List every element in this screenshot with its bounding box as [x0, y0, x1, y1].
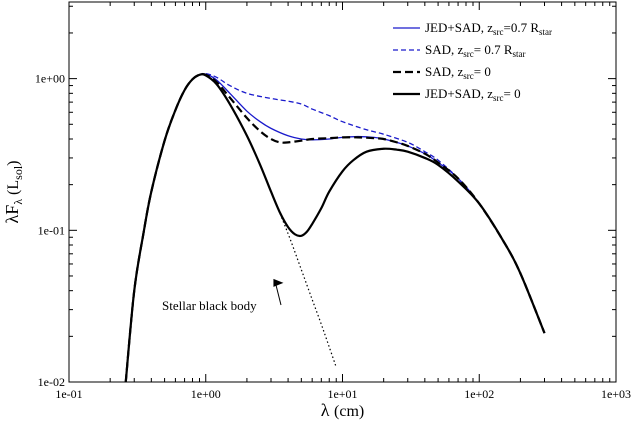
x-axis-title-unit: (cm)	[334, 403, 364, 420]
x-axis-title: λ (cm)	[321, 400, 364, 420]
y-axis-title-a: λF	[2, 205, 22, 224]
x-axis-title-main: λ	[321, 400, 330, 420]
legend-label-subscript: src	[493, 93, 504, 103]
legend-label-subscript: src	[463, 49, 474, 59]
series-line-jed_sad_z0	[124, 73, 546, 382]
annotation: Stellar black body	[162, 278, 284, 313]
series-line-sad_z0	[124, 72, 546, 382]
y-axis-title-sub2: sol	[11, 165, 25, 180]
x-tick-label: 1e+00	[191, 387, 221, 401]
x-tick-label: 1e+03	[601, 387, 631, 401]
y-axis-title-sub1: λ	[11, 199, 25, 205]
legend-label-subscript: star	[539, 27, 552, 37]
legend-label-text: JED+SAD, z	[425, 20, 493, 35]
y-tick-label: 1e-01	[38, 223, 65, 237]
y-axis-title: λFλ (Lsol)	[2, 160, 25, 223]
legend-label-subscript: star	[513, 49, 526, 59]
series-line-stellar_bb	[270, 191, 337, 368]
y-tick-label: 1e+00	[35, 72, 65, 86]
x-tick-label: 1e+01	[327, 387, 357, 401]
legend-label-sad_z07: SAD, zsrc= 0.7 Rstar	[425, 42, 526, 59]
x-tick-label: 1e+02	[464, 387, 494, 401]
annotation-arrow-line	[274, 282, 282, 306]
x-tick-label: 1e-01	[55, 387, 82, 401]
legend-label-text: SAD, z	[425, 42, 464, 57]
y-axis-title-b: (L	[5, 180, 22, 199]
series-line-jed_sad_z07	[125, 73, 546, 382]
annotation-arrow-head	[273, 278, 284, 287]
legend-label-text: =0.7 R	[504, 20, 540, 35]
legend-label-text: SAD, z	[425, 64, 464, 79]
legend-label-jed_sad_z07: JED+SAD, zsrc=0.7 Rstar	[425, 20, 552, 37]
series-line-sad_z07	[125, 72, 546, 382]
y-tick-label: 1e-02	[38, 375, 65, 389]
legend-label-text: = 0	[504, 86, 521, 101]
legend-label-subscript: src	[493, 27, 504, 37]
annotation-text: Stellar black body	[162, 298, 257, 313]
legend-label-text: = 0.7 R	[474, 42, 513, 57]
legend-label-text: = 0	[474, 64, 491, 79]
series-layer	[124, 72, 546, 382]
series-clip-group	[124, 72, 546, 382]
legend-label-text: JED+SAD, z	[425, 86, 493, 101]
y-axis-title-c: )	[5, 160, 22, 165]
legend-label-sad_z0: SAD, zsrc= 0	[425, 64, 491, 81]
legend-label-jed_sad_z0: JED+SAD, zsrc= 0	[425, 86, 521, 103]
legend-label-subscript: src	[463, 71, 474, 81]
axis-ticks	[68, 2, 617, 383]
